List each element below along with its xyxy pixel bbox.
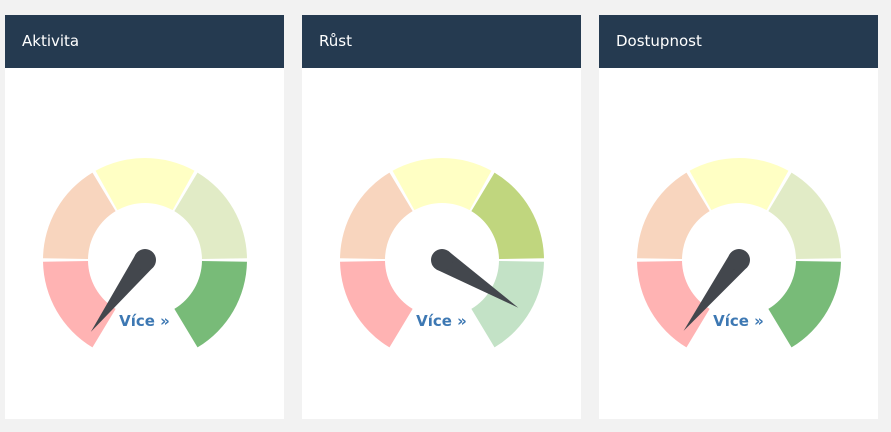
- segment-red: [43, 260, 116, 348]
- gauge-needle: [683, 249, 750, 331]
- segment-orange: [637, 172, 710, 260]
- gauge-needle: [90, 249, 156, 332]
- gauge-dostupnost: [637, 158, 841, 348]
- gauge-card-dostupnost: Dostupnost Více »: [599, 15, 878, 419]
- more-link[interactable]: Více »: [416, 312, 467, 330]
- segment-lightgreen: [768, 172, 841, 260]
- gauge-needle: [431, 249, 519, 308]
- segment-orange: [340, 172, 413, 260]
- segment-green: [471, 260, 544, 348]
- more-link[interactable]: Více »: [119, 312, 170, 330]
- segment-red: [637, 260, 710, 348]
- gauge-card-aktivita: Aktivita Více »: [5, 15, 284, 419]
- gauge-rust: [340, 158, 544, 348]
- card-title: Dostupnost: [599, 15, 878, 68]
- segment-yellow: [392, 158, 492, 211]
- card-title: Aktivita: [5, 15, 284, 68]
- segment-green: [174, 260, 247, 348]
- segment-green: [768, 260, 841, 348]
- segment-red: [340, 260, 413, 348]
- segment-yellow: [95, 158, 195, 211]
- segment-yellow: [689, 158, 789, 211]
- gauge-card-rust: Růst Více »: [302, 15, 581, 419]
- segment-lightgreen: [174, 172, 247, 260]
- segment-lightgreen: [471, 172, 544, 260]
- gauge-aktivita: [43, 158, 247, 348]
- more-link[interactable]: Více »: [713, 312, 764, 330]
- segment-orange: [43, 172, 116, 260]
- card-title: Růst: [302, 15, 581, 68]
